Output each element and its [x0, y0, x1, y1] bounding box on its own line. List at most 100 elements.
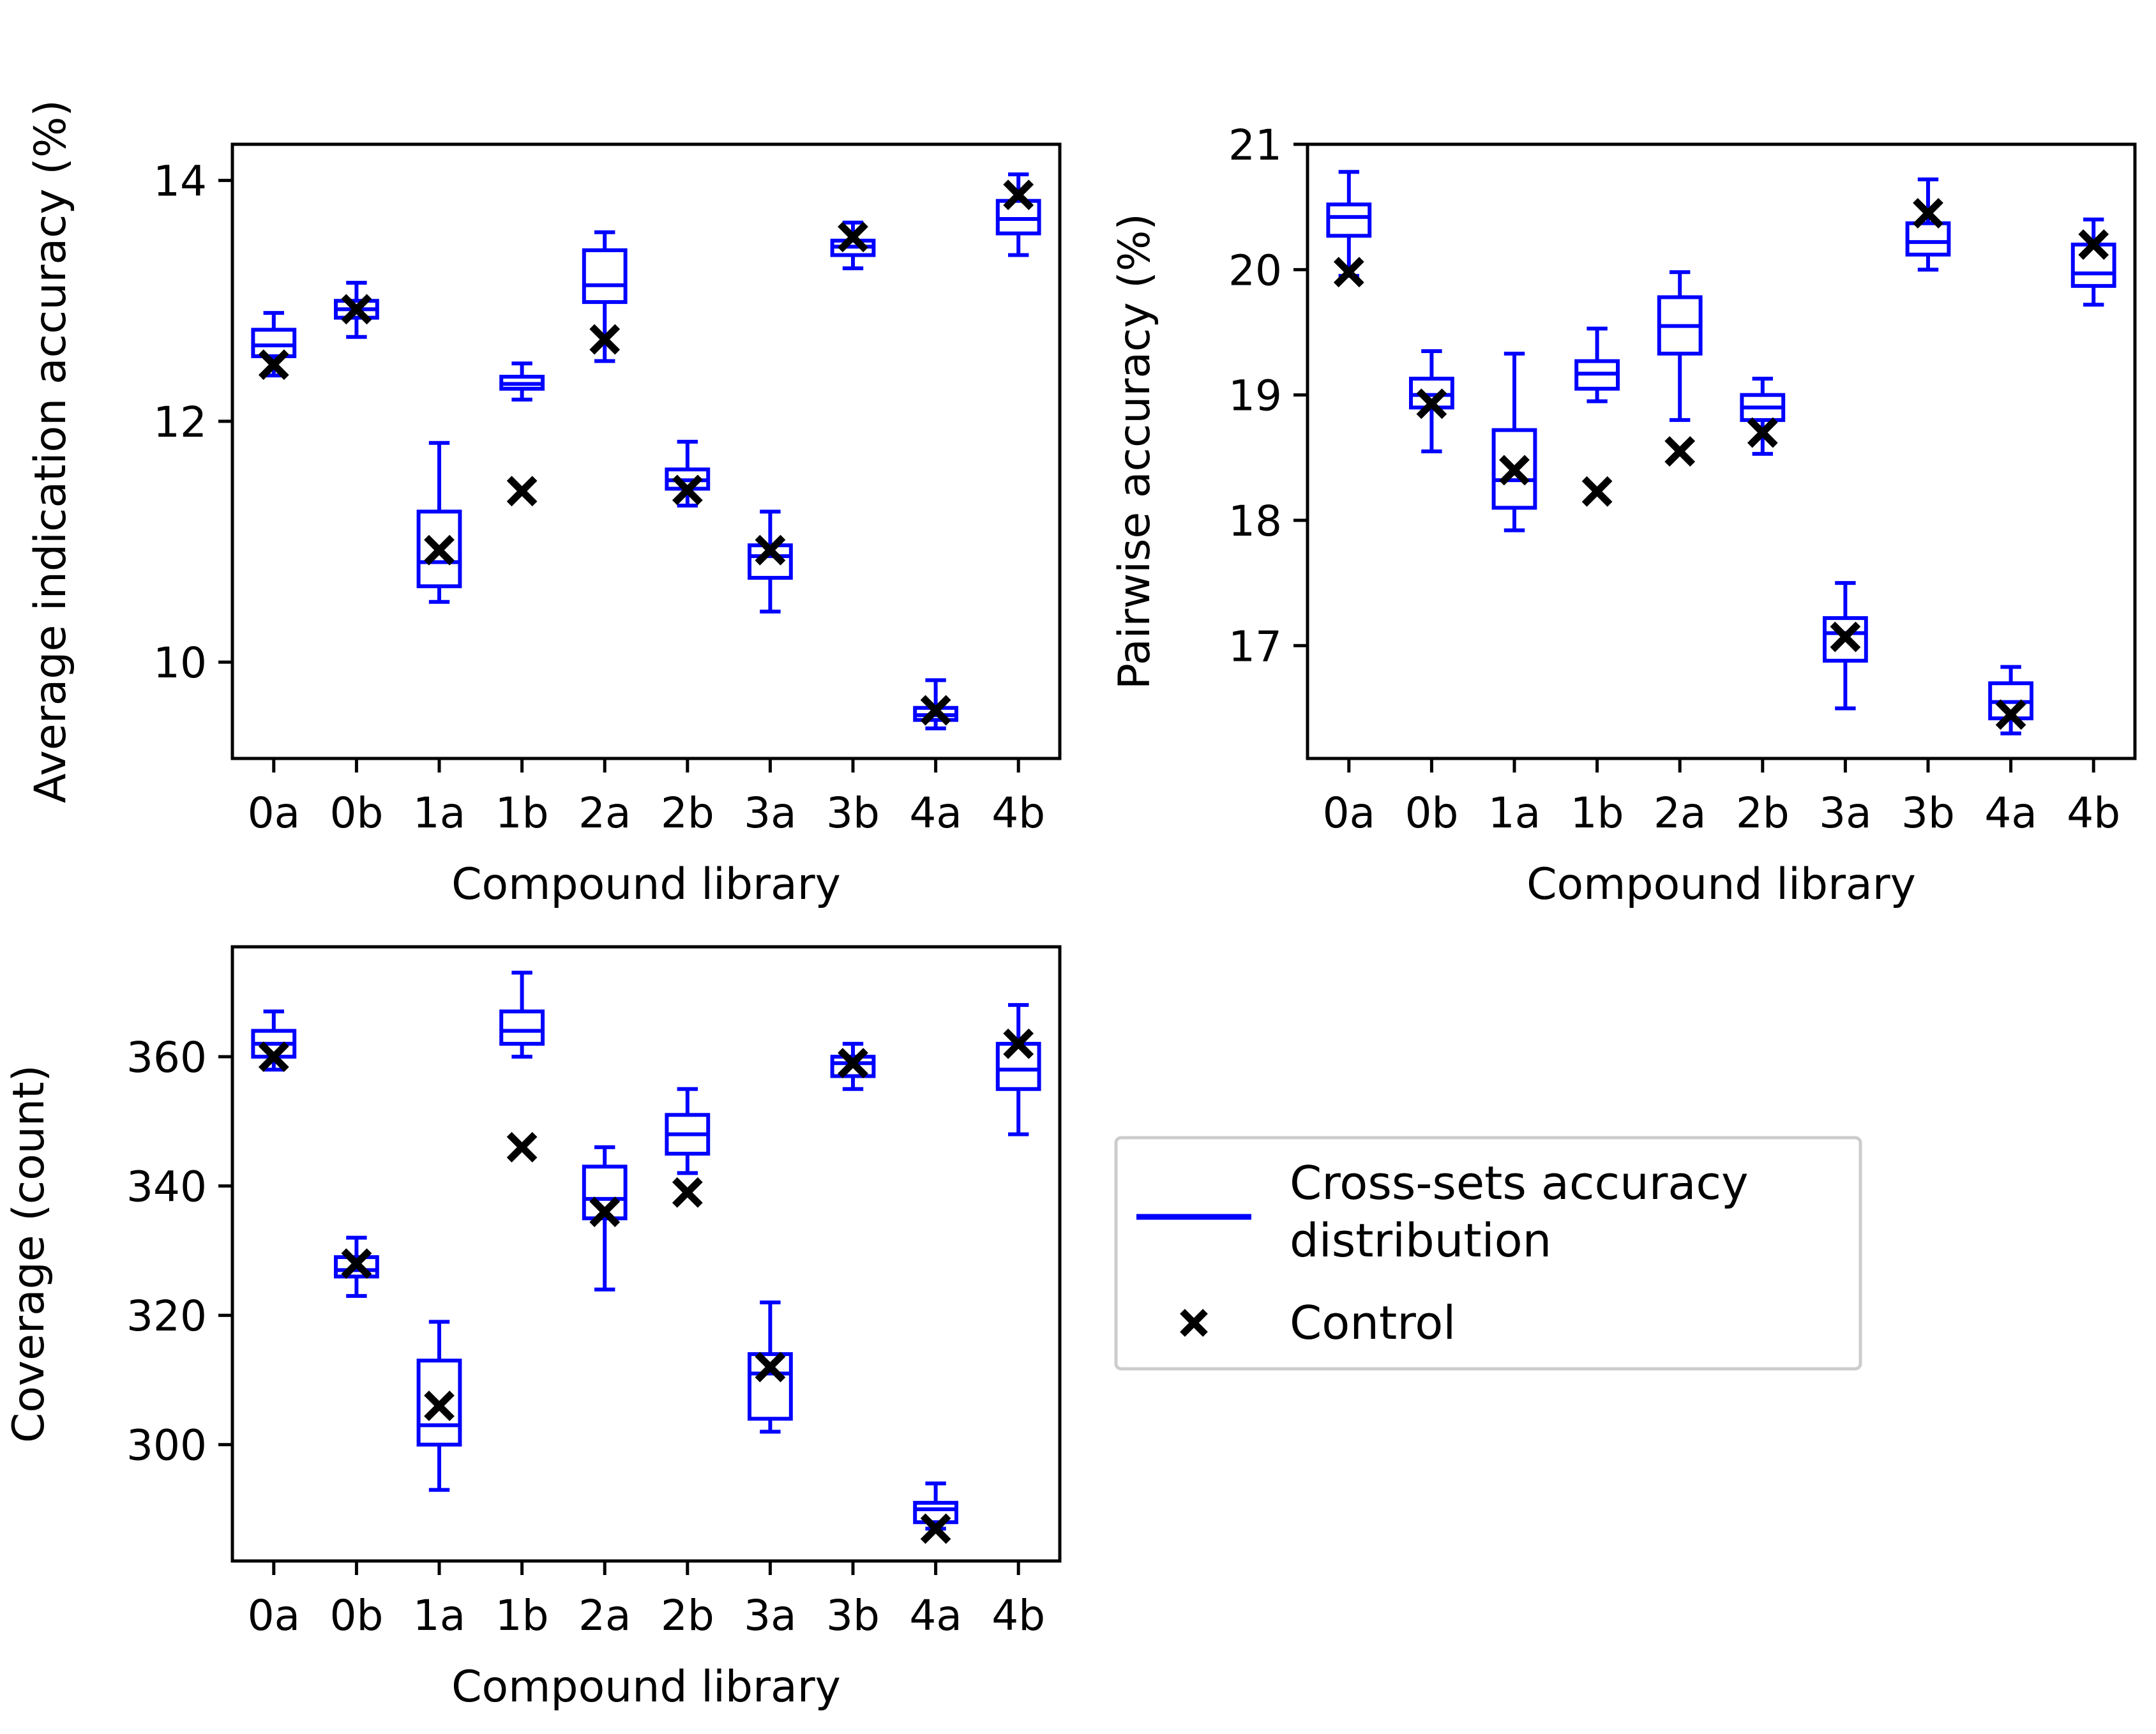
y-tick-label: 21 [1228, 121, 1282, 170]
box-1b [1574, 326, 1620, 403]
x-tick-label: 0b [329, 788, 383, 838]
x-axis-label: Compound library [451, 859, 841, 910]
box-2a [582, 1145, 628, 1292]
control-marker-0b [341, 1248, 372, 1279]
control-marker-2a [1664, 436, 1696, 467]
control-marker-2b [672, 1177, 703, 1208]
control-marker-4a [920, 1513, 951, 1544]
control-marker-1a [1499, 455, 1530, 486]
x-tick-label: 1b [1571, 788, 1624, 838]
control-stroke [2078, 229, 2109, 260]
box-1a [416, 1320, 462, 1492]
box-4b [2070, 217, 2116, 307]
axes-frame [230, 945, 1062, 1563]
control-stroke [672, 474, 703, 506]
x-tick-label: 3a [1819, 788, 1871, 838]
box-4b [995, 1003, 1041, 1136]
x-tick-label: 0a [248, 788, 300, 838]
x-tick-label: 2a [578, 1591, 631, 1640]
x-tick-label: 4a [909, 788, 961, 838]
x-tick-label: 2a [1654, 788, 1706, 838]
control-stroke [1003, 179, 1034, 211]
control-marker-2a [589, 324, 621, 355]
x-tick-label: 0a [1323, 788, 1375, 838]
control-stroke [589, 324, 621, 355]
iqr-box [995, 1041, 1041, 1091]
y-axis-label: Coverage (count) [4, 1065, 54, 1443]
control-stroke [341, 294, 372, 325]
axes-frame [230, 142, 1062, 760]
control-stroke [589, 1196, 621, 1228]
x-tick-label: 2b [1736, 788, 1790, 838]
x-tick-label: 1a [413, 788, 465, 838]
control-stroke [838, 222, 868, 253]
control-marker-4a [1995, 699, 2026, 730]
x-tick-label: 1b [495, 1591, 549, 1640]
iqr-box [748, 1352, 793, 1421]
x-tick-label: 3b [826, 1591, 880, 1640]
control-marker-3b [1913, 198, 1943, 229]
iqr-box [1905, 221, 1951, 257]
box-3a [748, 509, 793, 614]
iqr-box [251, 328, 297, 358]
control-marker-0a [258, 349, 289, 381]
control-marker-0a [1333, 257, 1364, 288]
control-marker-3a [755, 1352, 786, 1383]
x-axis-label: Compound library [1527, 859, 1916, 910]
control-marker-4b [1003, 179, 1034, 211]
y-axis-label: Pairwise accuracy (%) [1110, 213, 1160, 690]
control-stroke [1830, 621, 1861, 652]
y-tick-label: 19 [1228, 372, 1282, 421]
x-tick-label: 1b [495, 788, 549, 838]
legend: Cross-sets accuracy distribution Control [1114, 1136, 1862, 1371]
x-tick-label: 1a [1488, 788, 1541, 838]
x-tick-label: 4a [909, 1591, 961, 1640]
y-tick-label: 12 [153, 398, 207, 447]
y-tick-label: 360 [126, 1033, 207, 1082]
x-tick-label: 2b [661, 1591, 714, 1640]
y-tick-label: 18 [1228, 497, 1282, 546]
coverage-panel: 0a 0b 1a 1b 2a 2b 3a 3b 4a 4b 300 320 340 360 Compound… [4, 945, 1062, 1712]
control-stroke [506, 1132, 538, 1163]
control-marker-4b [2078, 229, 2109, 260]
iqr-box [913, 1500, 958, 1525]
iqr-box [582, 1165, 628, 1221]
control-stroke [1499, 455, 1530, 486]
box-1a [416, 441, 462, 604]
box-3a [1823, 581, 1868, 711]
x-tick-label: 3a [744, 788, 796, 838]
control-stroke [424, 534, 455, 566]
control-marker-4b [1003, 1029, 1034, 1059]
y-tick-label: 10 [153, 638, 207, 688]
control-marker-1b [1581, 476, 1613, 507]
iqr-box [582, 248, 628, 305]
control-marker-3b [838, 1048, 868, 1079]
control-stroke [1581, 476, 1613, 507]
x-tick-label: 3b [826, 788, 880, 838]
box-4b [995, 172, 1041, 257]
legend-distribution-label-line2: distribution [1290, 1214, 1551, 1267]
box-2a [582, 230, 628, 363]
box-0a [1326, 170, 1372, 278]
iqr-box [499, 1009, 545, 1046]
control-marker-3b [838, 222, 868, 253]
legend-distribution-label-line1: Cross-sets accuracy [1290, 1156, 1749, 1210]
iqr-box [1326, 202, 1372, 238]
box-2a [1657, 270, 1703, 422]
x-tick-label: 3b [1901, 788, 1955, 838]
box-2b [665, 1087, 711, 1175]
control-marker-2a [589, 1196, 621, 1228]
control-stroke [1747, 417, 1778, 448]
x-tick-label: 1a [413, 1591, 465, 1640]
box-1a [1491, 351, 1537, 532]
control-marker-2b [672, 474, 703, 506]
control-stroke [424, 1391, 455, 1421]
box-2b [665, 439, 711, 508]
y-tick-label: 340 [126, 1163, 207, 1212]
box-0b [334, 1235, 379, 1298]
indication-accuracy-panel: 0a 0b 1a 1b 2a 2b 3a 3b 4a 4b 10 12 14 Compound libra… [26, 100, 1062, 910]
legend-control-label: Control [1290, 1296, 1456, 1350]
iqr-box [416, 509, 462, 589]
control-marker-2b [1747, 417, 1778, 448]
